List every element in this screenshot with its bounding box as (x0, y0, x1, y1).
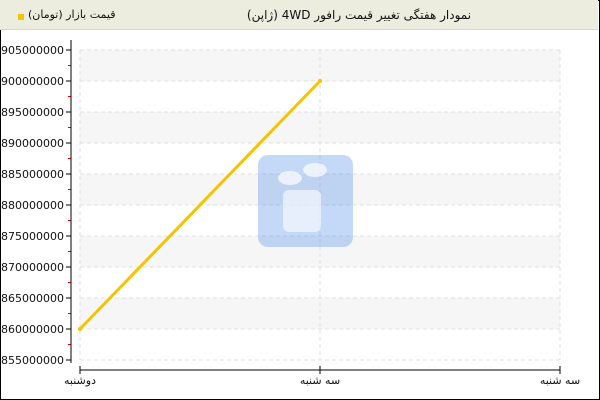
y-tick-label: 8895000000 (0, 106, 64, 119)
data-point (78, 327, 82, 331)
series-line (78, 79, 322, 331)
x-tick-label: دوشنبه (64, 374, 96, 387)
chart-title: نمودار هفتگی تغییر قیمت رافور 4WD (ژاپن) (246, 8, 472, 22)
legend-swatch (18, 13, 24, 20)
y-tick-label: 8855000000 (0, 354, 64, 367)
data-point (318, 79, 322, 83)
x-tick-label: سه شنبه (300, 374, 340, 387)
y-tick-label: 8885000000 (0, 168, 64, 181)
y-tick-label: 8875000000 (0, 230, 64, 243)
y-tick-label: 8880000000 (0, 199, 64, 212)
legend[interactable]: قیمت بازار (تومان) (18, 8, 115, 21)
legend-label: قیمت بازار (تومان) (28, 8, 116, 21)
watermark-body (283, 190, 321, 232)
y-tick-label: 8865000000 (0, 292, 64, 305)
chart-header: نمودار هفتگی تغییر قیمت رافور 4WD (ژاپن)… (0, 0, 598, 30)
x-tick-label: سه شنبه (540, 374, 580, 387)
y-tick-label: 8905000000 (0, 44, 64, 57)
watermark-dot (278, 171, 302, 185)
watermark-dot (303, 163, 327, 177)
y-tick-label: 8900000000 (0, 75, 64, 88)
y-tick-label: 8890000000 (0, 137, 64, 150)
y-tick-label: 8860000000 (0, 323, 64, 336)
y-tick-label: 8870000000 (0, 261, 64, 274)
